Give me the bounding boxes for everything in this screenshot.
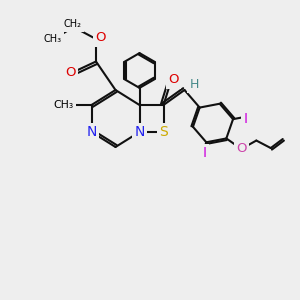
Text: I: I xyxy=(244,112,248,125)
Text: H: H xyxy=(189,77,199,91)
Text: N: N xyxy=(86,125,97,139)
Text: CH₃: CH₃ xyxy=(54,100,74,110)
Text: S: S xyxy=(159,125,168,139)
Text: O: O xyxy=(236,142,247,155)
Text: CH₃: CH₃ xyxy=(44,34,62,44)
Text: CH₂: CH₂ xyxy=(63,19,81,29)
Text: O: O xyxy=(65,65,76,79)
Text: I: I xyxy=(203,146,207,160)
Text: O: O xyxy=(95,31,106,44)
Text: O: O xyxy=(168,73,179,86)
Text: N: N xyxy=(134,125,145,139)
